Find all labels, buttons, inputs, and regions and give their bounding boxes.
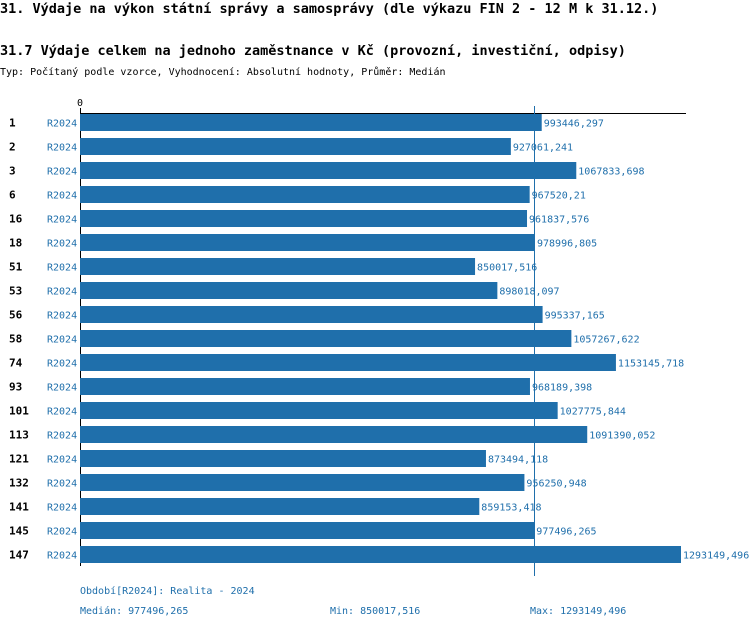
bar: [80, 282, 498, 299]
data-label: 977496,265: [536, 527, 596, 538]
bar: [80, 330, 572, 347]
min-summary: Min: 850017,516: [330, 606, 421, 617]
period-label: R2024: [47, 359, 77, 370]
data-label: 956250,948: [526, 479, 586, 490]
category-label: 113: [9, 429, 29, 442]
data-label: 1057267,622: [573, 335, 639, 346]
period-label: R2024: [47, 119, 77, 130]
bar: [80, 498, 480, 515]
median-summary: Medián: 977496,265: [80, 606, 189, 617]
period-label: R2024: [47, 263, 77, 274]
category-label: 56: [9, 309, 23, 322]
data-label: 873494,118: [488, 455, 548, 466]
data-label: 1153145,718: [618, 359, 684, 370]
data-label: 898018,097: [499, 287, 559, 298]
period-label: R2024: [47, 167, 77, 178]
period-label: R2024: [47, 311, 77, 322]
bar: [80, 522, 535, 539]
bar: [80, 234, 535, 251]
data-label: 859153,418: [481, 503, 541, 514]
data-label: 1293149,496: [683, 551, 749, 562]
bar: [80, 210, 528, 227]
period-label: R2024: [47, 503, 77, 514]
category-label: 121: [9, 453, 29, 466]
period-label: R2024: [47, 191, 77, 202]
data-label: 1091390,052: [589, 431, 655, 442]
bar: [80, 186, 530, 203]
data-label: 1067833,698: [578, 167, 644, 178]
bar: [80, 138, 511, 155]
data-label: 993446,297: [544, 119, 604, 130]
category-label: 3: [9, 165, 16, 178]
period-label: R2024: [47, 287, 77, 298]
period-label: R2024: [47, 527, 77, 538]
period-label: R2024: [47, 455, 77, 466]
data-label: 968189,398: [532, 383, 592, 394]
category-label: 101: [9, 405, 29, 418]
bar-chart: 0 1 R2024 993446,297 2 R2024 927061,241 3 R2024 1…: [9, 98, 749, 576]
period-legend: Období[R2024]: Realita - 2024: [80, 586, 255, 597]
data-label: 927061,241: [513, 143, 573, 154]
bar: [80, 354, 616, 371]
category-label: 74: [9, 357, 23, 370]
period-label: R2024: [47, 383, 77, 394]
category-label: 6: [9, 189, 16, 202]
category-label: 16: [9, 213, 23, 226]
category-label: 141: [9, 501, 29, 514]
bar: [80, 450, 486, 467]
period-label: R2024: [47, 143, 77, 154]
period-label: R2024: [47, 335, 77, 346]
bar: [80, 474, 525, 491]
axis-zero-label: 0: [77, 98, 83, 109]
category-label: 145: [9, 525, 29, 538]
category-label: 53: [9, 285, 22, 298]
data-label: 850017,516: [477, 263, 537, 274]
period-label: R2024: [47, 551, 77, 562]
bar: [80, 378, 530, 395]
data-label: 995337,165: [545, 311, 605, 322]
category-label: 1: [9, 117, 16, 130]
bar: [80, 426, 588, 443]
period-label: R2024: [47, 407, 77, 418]
period-label: R2024: [47, 239, 77, 250]
category-label: 51: [9, 261, 23, 274]
bar: [80, 306, 543, 323]
period-label: R2024: [47, 215, 77, 226]
page-title: 31. Výdaje na výkon státní správy a samo…: [0, 1, 659, 17]
category-label: 93: [9, 381, 22, 394]
chart-type-description: Typ: Počítaný podle vzorce, Vyhodnocení:…: [0, 67, 446, 78]
period-label: R2024: [47, 479, 77, 490]
category-label: 58: [9, 333, 22, 346]
bar: [80, 546, 681, 563]
period-label: R2024: [47, 431, 77, 442]
bar: [80, 162, 577, 179]
chart-subtitle: 31.7 Výdaje celkem na jednoho zaměstnanc…: [0, 43, 626, 59]
data-label: 967520,21: [532, 191, 586, 202]
category-label: 147: [9, 549, 29, 562]
data-label: 961837,576: [529, 215, 589, 226]
category-label: 18: [9, 237, 22, 250]
data-label: 1027775,844: [560, 407, 626, 418]
category-label: 2: [9, 141, 16, 154]
max-summary: Max: 1293149,496: [530, 606, 627, 617]
bar: [80, 402, 558, 419]
category-label: 132: [9, 477, 29, 490]
bar: [80, 114, 542, 131]
bar: [80, 258, 476, 275]
data-label: 978996,805: [537, 239, 597, 250]
